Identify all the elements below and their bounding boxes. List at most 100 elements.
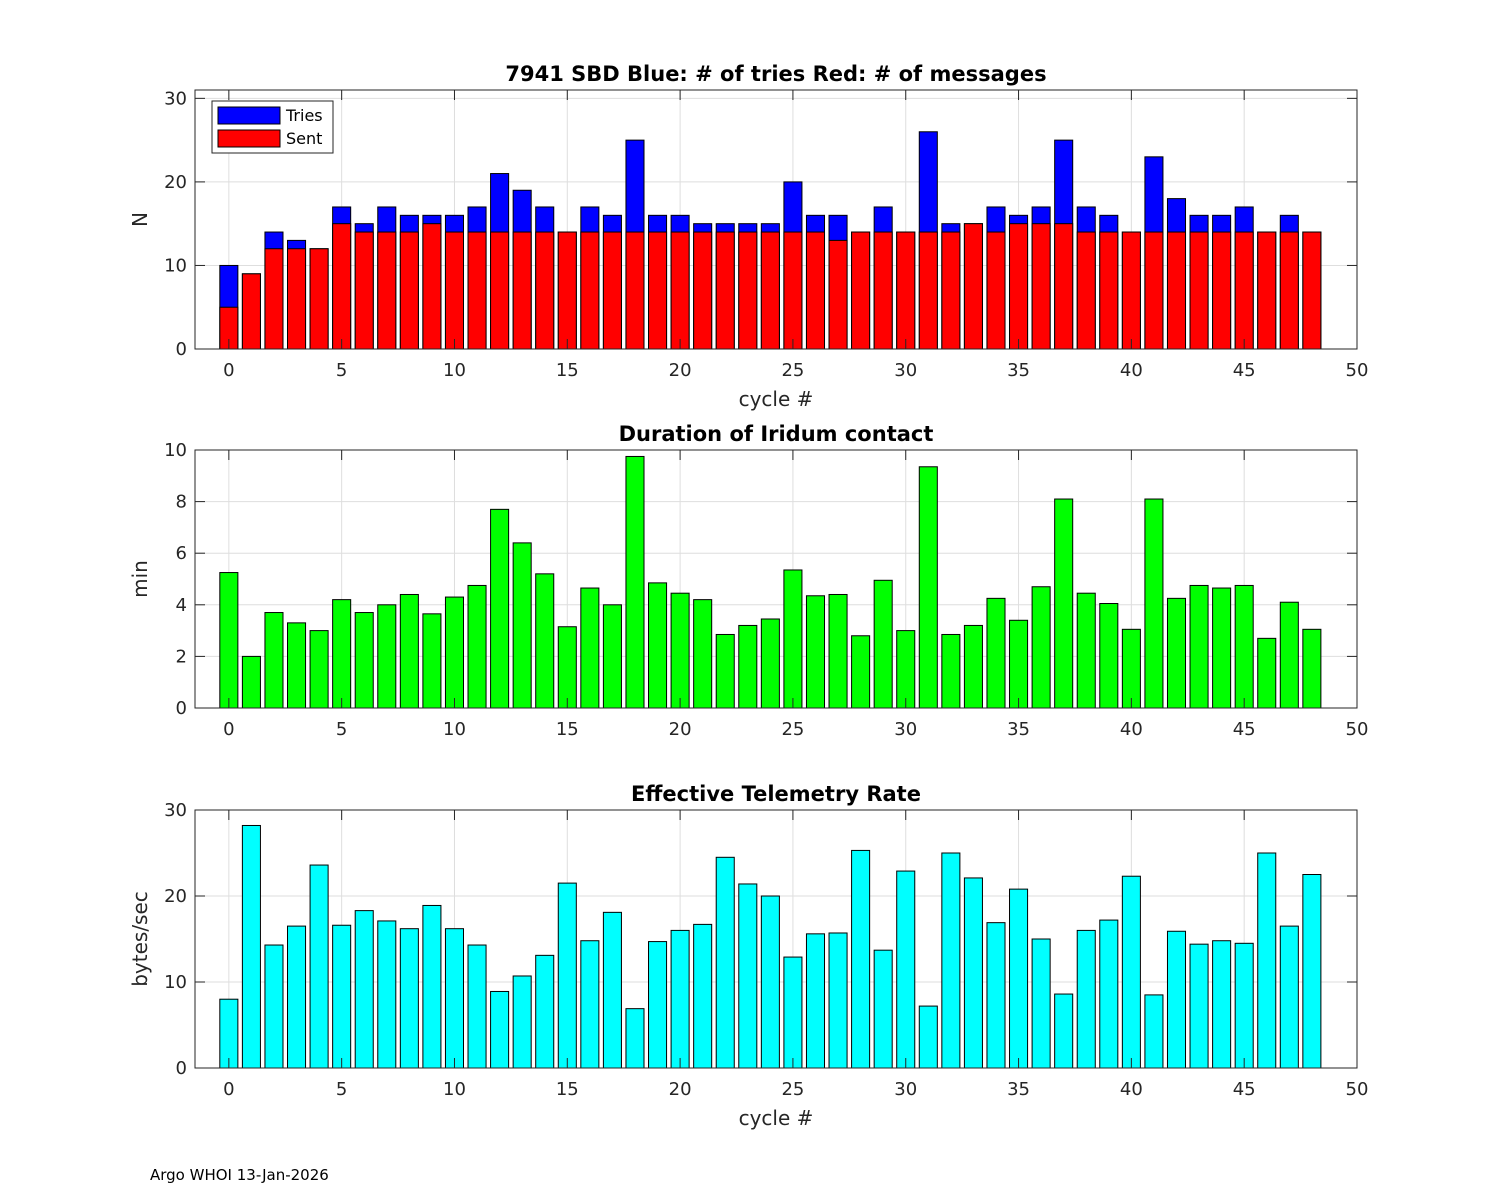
- panel1-x-tick-label: 45: [1233, 360, 1256, 381]
- panel3-bar-rate-cycle-12: [490, 990, 510, 1069]
- panel3-bar-rate-cycle-9: [422, 904, 442, 1069]
- panel2-x-tick-label: 15: [556, 719, 579, 740]
- panel2-bar-duration-cycle-22: [715, 633, 735, 709]
- panel1-bar-sent-cycle-32: [941, 231, 961, 350]
- panel1-y-tick-label: 0: [176, 339, 187, 360]
- panel1-x-tick-label: 5: [336, 360, 347, 381]
- panel2-bar-duration-cycle-27: [828, 593, 848, 709]
- panel3-bar-rate-cycle-7: [377, 920, 397, 1069]
- panel2-x-tick-label: 10: [443, 719, 466, 740]
- panel3-bar-rate-cycle-22: [715, 856, 735, 1069]
- panel3-bar-rate-cycle-24: [760, 895, 780, 1069]
- panel1-bar-sent-cycle-15: [557, 231, 577, 350]
- panel3-x-axis-label: cycle #: [739, 1106, 814, 1130]
- panel1-bar-sent-cycle-3: [287, 248, 307, 350]
- panel2-bar-duration-cycle-11: [467, 584, 487, 709]
- panel1-y-axis-label: N: [128, 212, 152, 227]
- panel2-bar-duration-cycle-7: [377, 604, 397, 709]
- panel1-legend-label-tries: Tries: [285, 106, 323, 125]
- panel2-bar-duration-cycle-34: [986, 597, 1006, 709]
- panel1-bar-sent-cycle-26: [805, 231, 826, 350]
- panel1-y-tick-label: 30: [164, 88, 187, 109]
- panel3-bar-rate-cycle-40: [1121, 875, 1141, 1069]
- panel2-bar-duration-cycle-43: [1189, 584, 1209, 709]
- panel1-x-tick-label: 30: [894, 360, 917, 381]
- panel2-bar-duration-cycle-45: [1234, 584, 1254, 709]
- panel1-x-tick-label: 15: [556, 360, 579, 381]
- panel1-bar-sent-cycle-30: [896, 231, 916, 350]
- panel1-bar-sent-cycle-40: [1121, 231, 1141, 350]
- panel3-x-tick-label: 50: [1346, 1079, 1369, 1100]
- panel1-bar-sent-cycle-11: [467, 231, 487, 350]
- panel2-bar-duration-cycle-12: [490, 508, 510, 709]
- panel2-x-tick-label: 50: [1346, 719, 1369, 740]
- panel2-bar-duration-cycle-47: [1279, 601, 1299, 709]
- panel1-bar-sent-cycle-19: [648, 231, 668, 350]
- panel2-bar-duration-cycle-16: [580, 587, 600, 709]
- panel3-y-axis-label: bytes/sec: [128, 891, 152, 987]
- panel2-bar-duration-cycle-44: [1212, 587, 1232, 709]
- panel2-bar-duration-cycle-9: [422, 613, 442, 709]
- panel1-bar-sent-cycle-8: [399, 231, 419, 350]
- panel2-axes-frame: [194, 449, 1358, 709]
- panel2-x-tick-label: 5: [336, 719, 347, 740]
- panel2-y-tick-label: 6: [176, 543, 187, 564]
- panel1-bar-sent-cycle-46: [1257, 231, 1277, 350]
- panel3-bar-rate-cycle-14: [535, 954, 555, 1069]
- panel2-bar-duration-cycle-23: [738, 624, 758, 709]
- panel1-bar-sent-cycle-22: [715, 231, 735, 350]
- panel2-bar-duration-cycle-42: [1166, 597, 1187, 709]
- panel2-bar-duration-cycle-10: [444, 596, 465, 709]
- panel2-bar-duration-cycle-15: [557, 626, 577, 709]
- panel2-bar-duration-cycle-32: [941, 633, 961, 709]
- panel3-x-tick-label: 10: [443, 1079, 466, 1100]
- panel1-bar-sent-cycle-21: [693, 231, 713, 350]
- panel1-x-tick-label: 50: [1346, 360, 1369, 381]
- panel2-x-tick-label: 30: [894, 719, 917, 740]
- panel3-bar-rate-cycle-31: [918, 1005, 938, 1069]
- panel3-bar-rate-cycle-33: [963, 877, 983, 1069]
- panel1-x-tick-label: 35: [1007, 360, 1030, 381]
- panel3-title: Effective Telemetry Rate: [631, 782, 921, 806]
- footer-label: Argo WHOI 13-Jan-2026: [150, 1166, 329, 1184]
- panel3-bar-rate-cycle-17: [602, 911, 622, 1069]
- panel2-bar-duration-cycle-18: [625, 455, 645, 709]
- panel2-bar-duration-cycle-33: [963, 624, 983, 709]
- panel2-bar-duration-cycle-17: [602, 604, 622, 709]
- panel1-bar-sent-cycle-43: [1189, 231, 1209, 350]
- panel2-bar-duration-cycle-2: [264, 612, 284, 709]
- panel1-bar-sent-cycle-28: [851, 231, 871, 350]
- panel1-bar-sent-cycle-38: [1076, 231, 1096, 350]
- panel3-bar-rate-cycle-27: [828, 932, 848, 1069]
- panel2-title: Duration of Iridum contact: [619, 422, 934, 446]
- panel3-bar-rate-cycle-6: [354, 910, 374, 1069]
- panel3-bar-rate-cycle-30: [896, 870, 916, 1069]
- panel3-bar-rate-cycle-20: [670, 929, 690, 1069]
- panel1-bar-sent-cycle-44: [1212, 231, 1232, 350]
- panel3-bar-rate-cycle-11: [467, 944, 487, 1069]
- panel3-bar-rate-cycle-8: [399, 928, 419, 1069]
- panel1-bar-sent-cycle-48: [1302, 231, 1322, 350]
- panel2-bar-duration-cycle-13: [512, 542, 532, 709]
- panel3-bar-rate-cycle-13: [512, 975, 532, 1069]
- panel2-bar-duration-cycle-5: [332, 599, 352, 709]
- panel2-bar-duration-cycle-40: [1121, 628, 1141, 709]
- panel2-x-tick-label: 45: [1233, 719, 1256, 740]
- panel2-bar-duration-cycle-19: [648, 582, 668, 709]
- panel2-bar-duration-cycle-28: [851, 635, 871, 709]
- panel1-bar-sent-cycle-41: [1144, 231, 1164, 350]
- panel2-bar-duration-cycle-0: [219, 572, 239, 709]
- panel3-y-tick-label: 30: [164, 800, 187, 821]
- panel3-x-tick-label: 25: [781, 1079, 804, 1100]
- panel3-bar-rate-cycle-44: [1212, 940, 1232, 1069]
- panel2-bar-duration-cycle-38: [1076, 592, 1096, 709]
- panel3-bar-rate-cycle-15: [557, 882, 577, 1069]
- panel2-x-tick-label: 40: [1120, 719, 1143, 740]
- panel3-bar-rate-cycle-0: [219, 998, 239, 1069]
- panel1-x-tick-label: 40: [1120, 360, 1143, 381]
- panel3-bar-rate-cycle-23: [738, 883, 758, 1069]
- panel3-bar-rate-cycle-39: [1099, 919, 1119, 1069]
- panel3-bar-rate-cycle-18: [625, 1008, 645, 1069]
- panel3-axes-frame: [194, 809, 1358, 1069]
